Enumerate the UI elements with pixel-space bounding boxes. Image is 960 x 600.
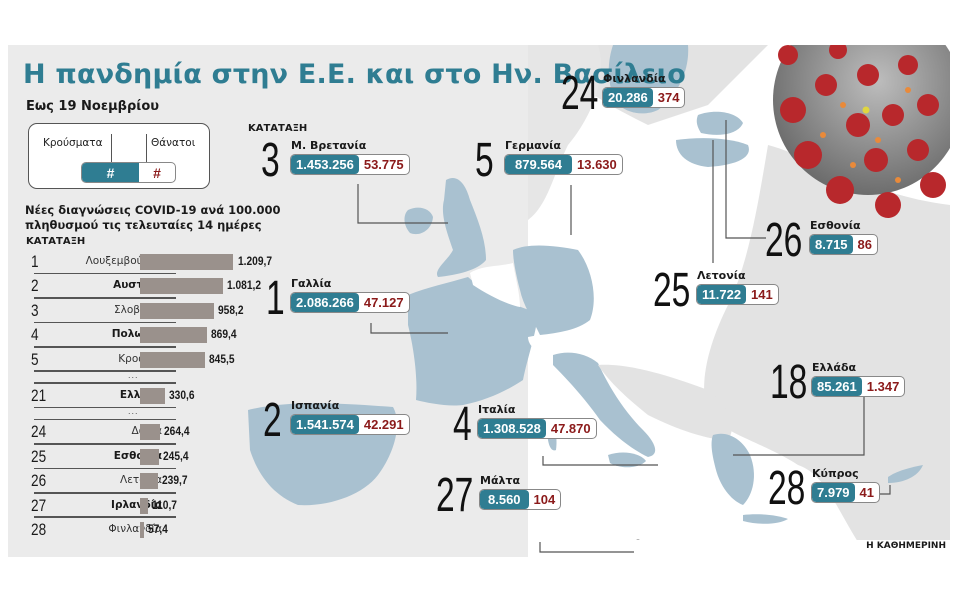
bar	[140, 278, 223, 295]
uk-shape	[436, 177, 486, 277]
bar	[140, 521, 144, 538]
page-title: Η πανδημία στην Ε.Ε. και στο Ην. Βασίλει…	[23, 59, 687, 90]
ranking-row: 21 Ελλάδα 330,6	[28, 384, 268, 409]
infographic: Η πανδημία στην Ε.Ε. και στο Ην. Βασίλει…	[8, 45, 950, 557]
ranking-list: 1 Λουξεμβούργο 1.209,7 2 Αυστρία 1.081,2…	[28, 250, 272, 542]
ranking-row: 28 Φινλανδία 57,4	[31, 519, 168, 539]
bar	[140, 387, 165, 404]
ranking-row: 5 Κροατία 845,5	[28, 348, 268, 372]
ranking-row: 25 Εσθονία 245,4	[28, 445, 268, 470]
legend-pill: # #	[81, 162, 176, 183]
bar	[140, 473, 158, 490]
chart-title: Νέες διαγνώσεις COVID-19 ανά 100.000 πλη…	[25, 203, 281, 232]
bar	[140, 302, 214, 319]
legend-deaths-swatch: #	[153, 165, 161, 181]
bar	[140, 497, 148, 514]
legend-cases-tick	[111, 134, 112, 163]
map-rank-header: ΚΑΤΑΤΑΞΗ	[248, 123, 308, 134]
greece-shape	[711, 433, 754, 505]
bar	[140, 448, 159, 465]
italy-shape	[553, 352, 656, 457]
ellipsis-row: ...	[28, 370, 268, 384]
ireland-shape	[404, 207, 433, 235]
germany-shape	[513, 245, 594, 335]
france-shape	[408, 277, 538, 406]
ranking-row: 1 Λουξεμβούργο 1.209,7	[28, 250, 272, 275]
ranking-row: 24 Δανία 264,4	[28, 420, 268, 445]
coronavirus-illustration-icon	[773, 45, 950, 218]
bar	[140, 351, 205, 368]
cyprus-shape	[888, 465, 923, 483]
bar	[140, 327, 207, 344]
chart-rank-header: ΚΑΤΑΤΑΞΗ	[26, 236, 86, 247]
legend-cases-swatch: #	[82, 163, 139, 182]
bar	[140, 254, 233, 270]
bar	[140, 424, 160, 441]
ranking-row: 27 Ιρλανδία 110,7	[28, 494, 268, 518]
ranking-row: 2 Αυστρία 1.081,2	[28, 274, 268, 299]
ranking-row: 4 Πολωνία 869,4	[28, 323, 268, 348]
ellipsis-row: ...	[28, 406, 268, 421]
date-subtitle: Εως 19 Νοεμβρίου	[26, 99, 160, 114]
ranking-row: 26 Λετονία 239,7	[28, 469, 268, 494]
legend-deaths-tick	[146, 134, 147, 163]
source-credit: Η ΚΑΘΗΜΕΡΙΝΗ	[866, 541, 946, 551]
ranking-row: 3 Σλοβενία 958,2	[28, 299, 268, 324]
legend-deaths-label: Θάνατοι	[151, 137, 196, 149]
legend-cases-label: Κρούσματα	[43, 137, 103, 149]
estonia-shape	[696, 111, 743, 135]
legend: Κρούσματα Θάνατοι # #	[28, 123, 210, 189]
